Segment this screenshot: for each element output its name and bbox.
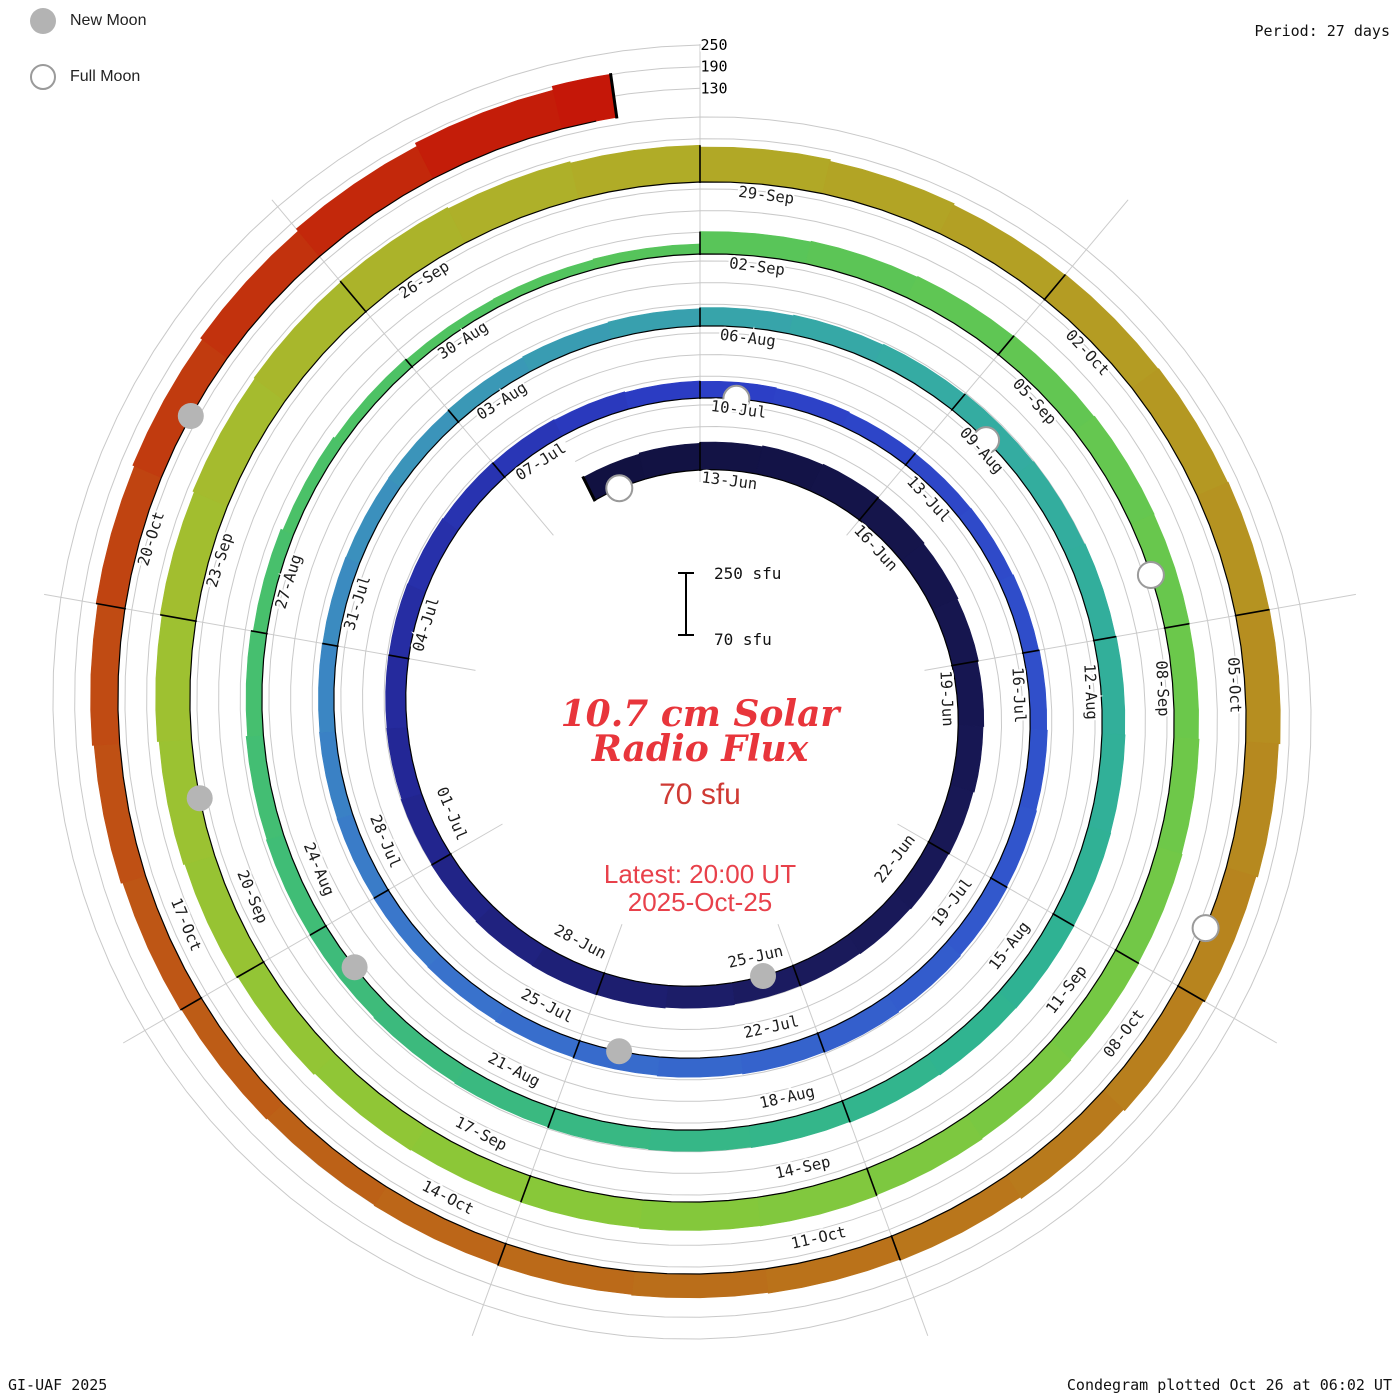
current-flux-value: 70 sfu: [659, 778, 741, 811]
new-moon-icon: [30, 8, 56, 34]
svg-text:12-Aug: 12-Aug: [1080, 663, 1101, 720]
svg-text:190: 190: [700, 58, 727, 76]
latest-date-label: 2025-Oct-25: [627, 887, 773, 917]
period-label: Period: 27 days: [1254, 22, 1390, 40]
full-moon-icon: [30, 64, 56, 90]
svg-text:16-Jul: 16-Jul: [1008, 667, 1029, 724]
svg-text:08-Sep: 08-Sep: [1152, 660, 1173, 717]
scale-bar-bottom-cap: [678, 634, 694, 636]
svg-text:250: 250: [700, 36, 727, 54]
flux-scale-bar: [678, 570, 694, 638]
svg-text:130: 130: [700, 79, 727, 97]
svg-text:05-Oct: 05-Oct: [1224, 657, 1245, 714]
legend-new-moon-label: New Moon: [70, 12, 147, 29]
scale-bar-max-label: 250 sfu: [714, 564, 782, 583]
legend-new-moon: New Moon: [30, 8, 146, 34]
legend-full-moon: Full Moon: [30, 64, 140, 90]
latest-time-label: Latest: 20:00 UT: [603, 859, 797, 889]
chart-title-line2: Radio Flux: [591, 728, 809, 770]
credit-label: GI-UAF 2025: [8, 1376, 108, 1394]
scale-bar-line: [685, 572, 687, 636]
plotted-timestamp: Condegram plotted Oct 26 at 06:02 UT: [1066, 1376, 1392, 1394]
scale-bar-min-label: 70 sfu: [714, 630, 772, 649]
legend-full-moon-label: Full Moon: [70, 68, 141, 85]
chart-title-line1: 10.7 cm Solar: [560, 693, 840, 735]
